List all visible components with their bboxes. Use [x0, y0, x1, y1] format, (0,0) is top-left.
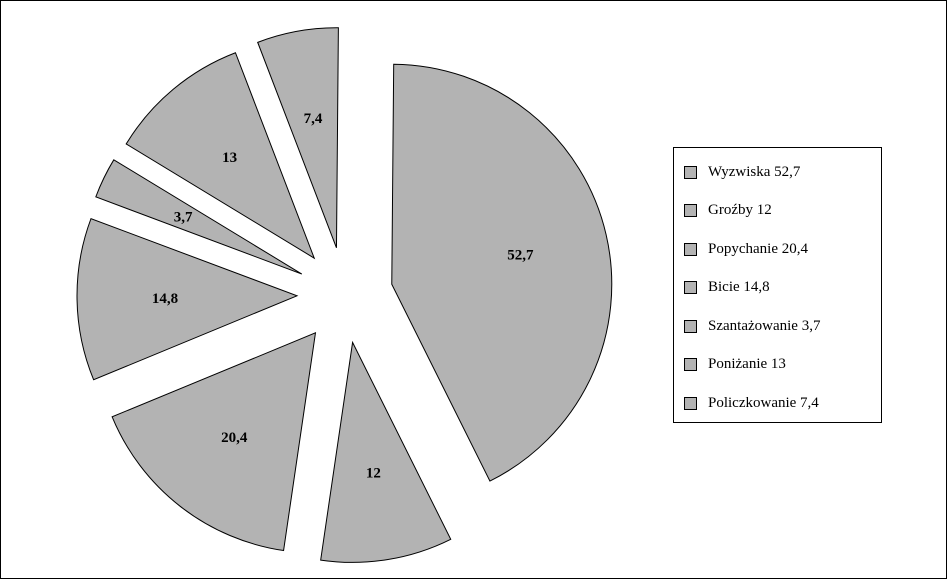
legend-label: Groźby 12 — [708, 202, 772, 218]
legend-label: Policzkowanie 7,4 — [708, 394, 819, 411]
slice-data-label-0: 52,7 — [507, 248, 534, 264]
legend-item-4: Szantażowanie 3,7 — [684, 316, 820, 336]
slice-data-label-5: 13 — [222, 150, 237, 166]
pie-slice-4 — [95, 159, 303, 275]
legend-label: Wyzwiska 52,7 — [708, 163, 801, 180]
legend-item-3: Bicie 14,8 — [684, 278, 770, 298]
legend-item-6: Policzkowanie 7,4 — [684, 393, 819, 413]
pie-slice-0 — [391, 63, 613, 482]
pie-slice-2 — [111, 332, 317, 552]
slice-data-label-1: 12 — [366, 466, 381, 482]
legend-swatch — [684, 319, 697, 333]
legend-label: Bicie 14,8 — [708, 279, 770, 295]
slice-data-label-2: 20,4 — [221, 430, 248, 446]
legend-swatch — [684, 204, 697, 217]
legend-item-5: Poniżanie 13 — [684, 355, 786, 375]
slice-data-label-4: 3,7 — [174, 209, 193, 225]
slice-data-label-6: 7,4 — [304, 111, 323, 127]
legend-swatch — [684, 165, 697, 179]
legend-label: Poniżanie 13 — [708, 356, 786, 372]
legend-swatch — [684, 281, 697, 294]
legend-label: Szantażowanie 3,7 — [708, 317, 821, 334]
legend-item-0: Wyzwiska 52,7 — [684, 162, 800, 182]
pie-slice-3 — [76, 217, 299, 381]
legend-item-2: Popychanie 20,4 — [684, 239, 808, 259]
pie-slice-6 — [257, 27, 339, 248]
slice-data-label-3: 14,8 — [152, 291, 178, 307]
legend-swatch — [684, 242, 697, 256]
legend: Wyzwiska 52,7 Groźby 12 Popychanie 20,4 Bic… — [673, 147, 882, 423]
legend-item-1: Groźby 12 — [684, 201, 772, 221]
pie-slice-1 — [320, 340, 452, 563]
legend-swatch — [684, 358, 697, 371]
legend-label: Popychanie 20,4 — [708, 240, 808, 257]
legend-swatch — [684, 396, 697, 410]
pie-slice-5 — [125, 52, 316, 260]
